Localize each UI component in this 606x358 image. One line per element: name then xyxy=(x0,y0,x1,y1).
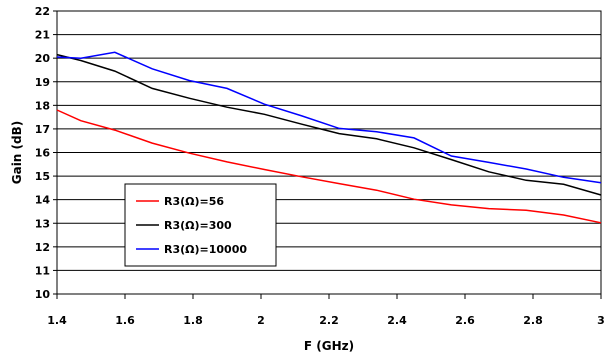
x-tick-label: 2.8 xyxy=(523,314,543,327)
y-tick-label: 11 xyxy=(35,264,50,277)
x-axis-ticks: 1.4 1.6 1.8 2 2.2 2.4 2.6 2.8 3 xyxy=(47,294,605,327)
x-tick-label: 2.6 xyxy=(455,314,475,327)
x-axis-label: F (GHz) xyxy=(304,339,354,353)
legend-label-1: R3(Ω)=56 xyxy=(164,195,224,208)
x-tick-label: 2.2 xyxy=(319,314,339,327)
legend: R3(Ω)=56 R3(Ω)=300 R3(Ω)=10000 xyxy=(124,183,277,267)
x-tick-label: 3 xyxy=(597,314,605,327)
y-tick-label: 20 xyxy=(35,52,51,65)
legend-label-3: R3(Ω)=10000 xyxy=(164,243,247,256)
series-line-2 xyxy=(56,53,602,196)
y-tick-label: 13 xyxy=(35,217,50,230)
y-tick-label: 14 xyxy=(35,194,51,207)
x-tick-label: 1.8 xyxy=(183,314,203,327)
x-tick-label: 1.6 xyxy=(115,314,135,327)
y-tick-label: 12 xyxy=(35,241,50,254)
x-tick-label: 2.4 xyxy=(387,314,407,327)
y-tick-label: 21 xyxy=(35,29,50,42)
series-line-1 xyxy=(56,109,602,224)
y-tick-label: 22 xyxy=(35,5,50,18)
y-tick-label: 15 xyxy=(35,170,50,183)
series-layer xyxy=(56,51,602,224)
y-tick-label: 19 xyxy=(35,76,50,89)
y-tick-label: 17 xyxy=(35,123,50,136)
y-tick-label: 10 xyxy=(35,288,51,301)
y-axis-label: Gain (dB) xyxy=(10,121,24,185)
x-tick-label: 2 xyxy=(257,314,265,327)
y-axis-ticks: 10 11 12 13 14 15 16 17 18 19 20 21 22 xyxy=(35,5,57,301)
x-tick-label: 1.4 xyxy=(47,314,67,327)
y-tick-label: 18 xyxy=(35,99,50,112)
series-line-3 xyxy=(56,51,602,184)
y-tick-label: 16 xyxy=(35,147,51,160)
legend-label-2: R3(Ω)=300 xyxy=(164,219,232,232)
